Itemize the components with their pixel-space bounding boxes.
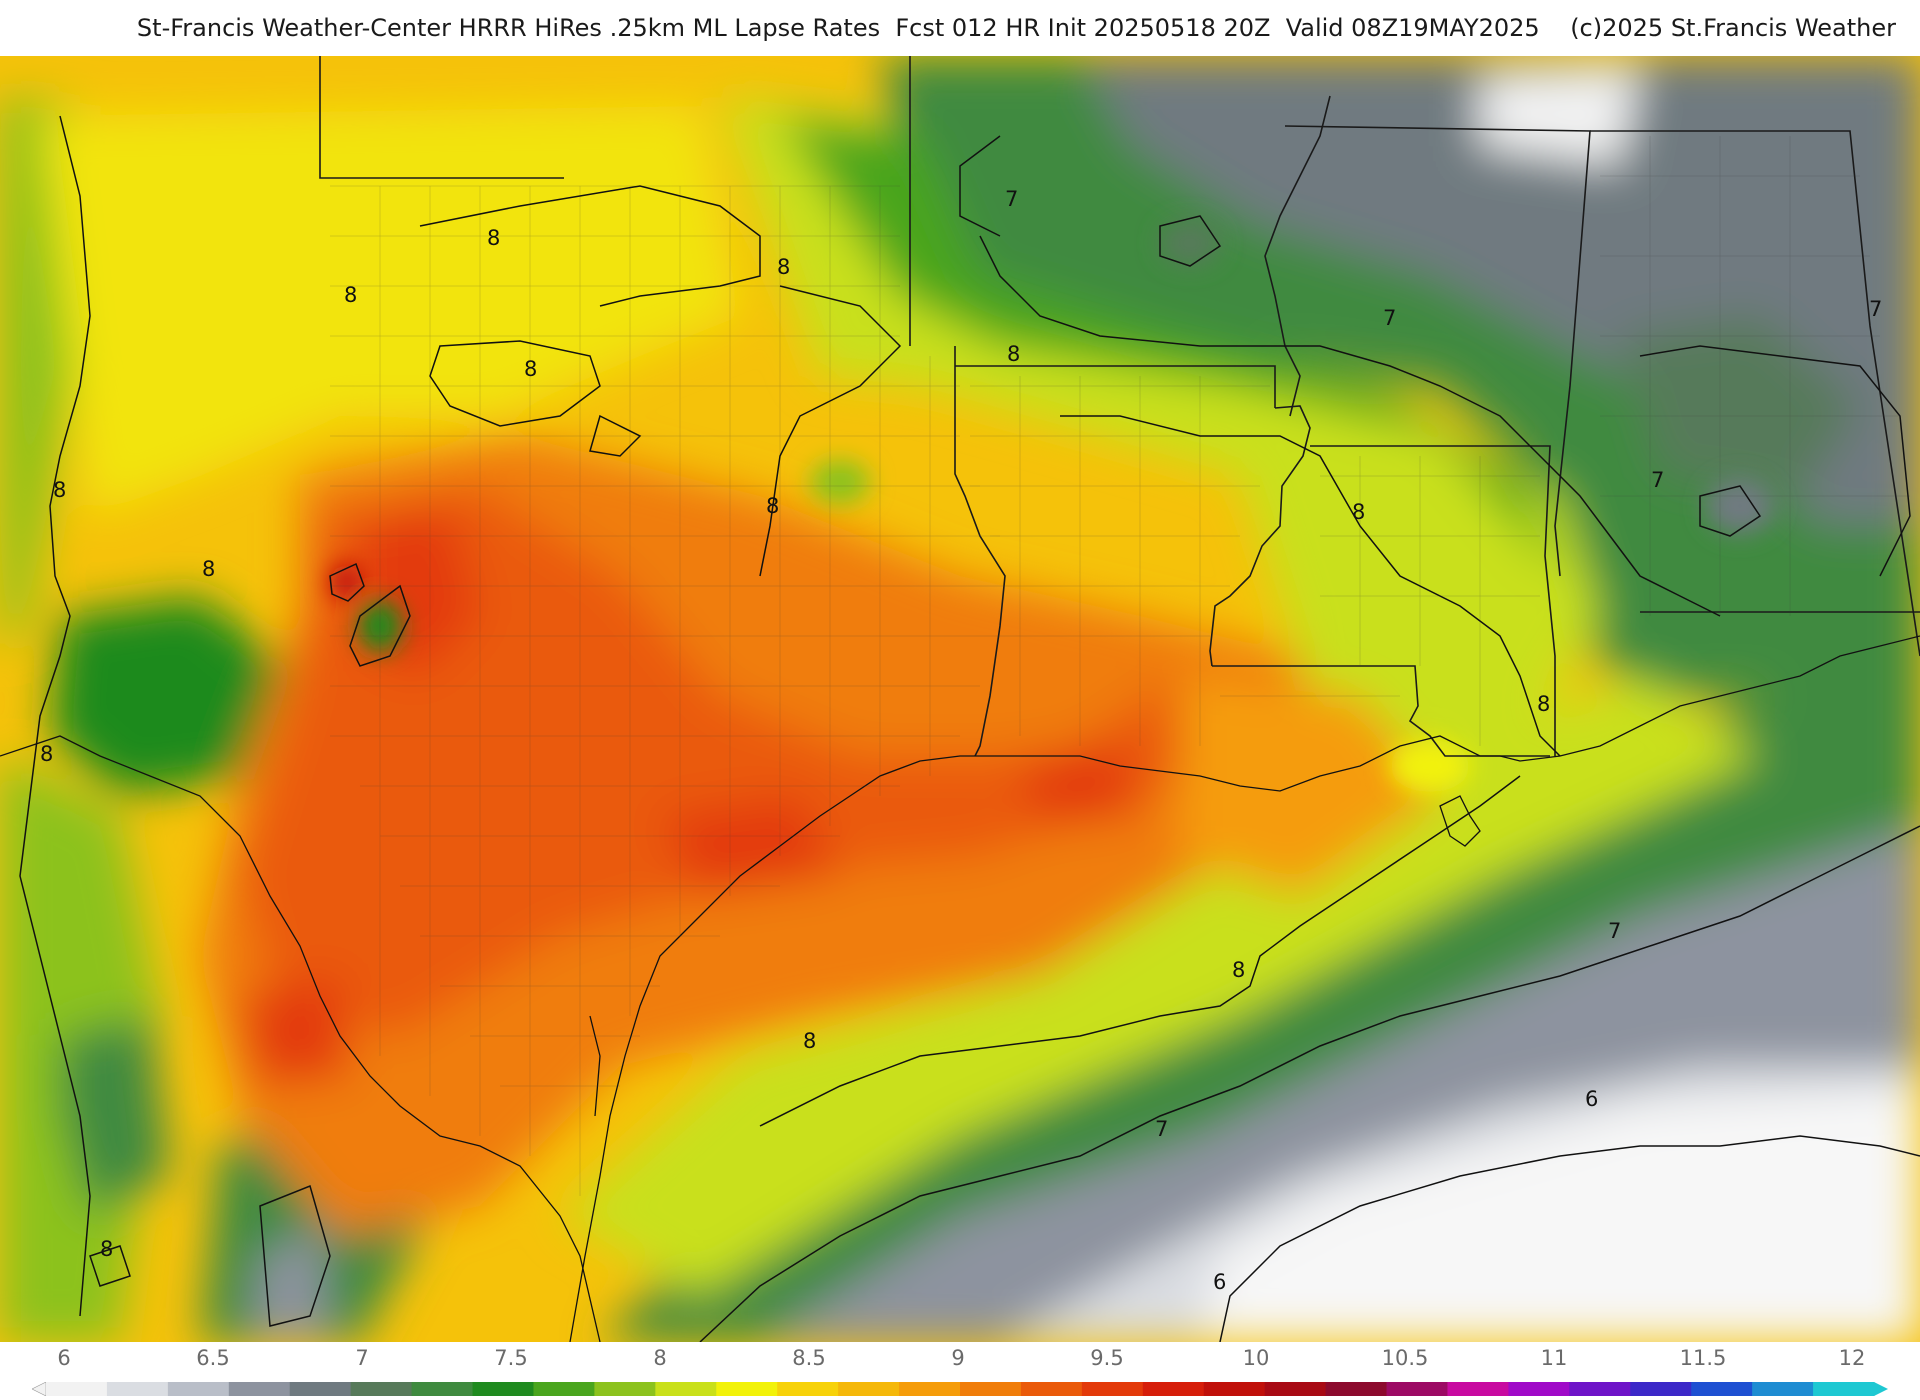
contour-8-loop [429,340,601,427]
contour-8-north [419,185,761,307]
colorbar-swatch [838,1382,900,1396]
contour-7-south [699,825,1920,1342]
colorbar-swatch [1691,1382,1753,1396]
contour-label: 8 [1007,342,1020,366]
legend-tick: 12 [1838,1346,1866,1370]
contour-label: 7 [1383,306,1396,330]
colorbar-swatch [472,1382,534,1396]
contour-label: 8 [344,283,357,307]
legend-tick: 7.5 [494,1346,528,1370]
contour-label: 8 [803,1029,816,1053]
colorbar-swatch [1447,1382,1509,1396]
contour-label: 7 [1005,187,1018,211]
colorbar-swatch [46,1382,108,1396]
contour-label: 8 [524,357,537,381]
colorbar-swatch [1813,1382,1875,1396]
colorbar-swatch [1508,1382,1570,1396]
contour-7-north [979,235,1721,617]
colorbar-swatch [777,1382,839,1396]
contour-8-east [1060,415,1561,757]
colorbar-swatch [289,1382,352,1396]
colorbar-swatch [411,1382,474,1396]
colorbar-swatch [1081,1382,1144,1396]
shaded-field [0,56,1920,1342]
colorbar-swatch [1386,1382,1448,1396]
colorbar-swatch [167,1382,230,1396]
lapse-rate-map[interactable]: 8 8 8 8 8 8 8 8 8 8 8 8 8 8 7 7 7 7 7 7 … [0,56,1920,1342]
colorbar-swatch [350,1382,413,1396]
contour-label: 8 [1232,958,1245,982]
contour-8-west [19,115,91,1317]
contour-label: 8 [777,255,790,279]
colorbar-swatch [1630,1382,1692,1396]
title-bar: St-Francis Weather-Center HRRR HiRes .25… [0,0,1920,56]
legend-tick: 6.5 [196,1346,230,1370]
colorbar-swatch [1142,1382,1205,1396]
colorbar-arrow-high [1874,1382,1888,1396]
contour-label: 6 [1213,1270,1226,1294]
contour-8-south [759,775,1521,1127]
contour-label: 8 [766,494,779,518]
colorbar-swatch [1020,1382,1083,1396]
county-lines [330,136,1910,1196]
legend-tick: 9 [951,1346,965,1370]
legend-tick: 8 [653,1346,667,1370]
colorbar-swatch [106,1382,169,1396]
legend-tick: 11.5 [1679,1346,1727,1370]
contour-label: 8 [487,226,500,250]
colorbar-swatch [1325,1382,1388,1396]
colorbar-swatch [960,1382,1022,1396]
map-title: St-Francis Weather-Center HRRR HiRes .25… [136,14,1896,42]
colorbar-swatch [594,1382,656,1396]
colorbar-swatch [1203,1382,1266,1396]
legend-tick: 11 [1540,1346,1568,1370]
contour-label: 7 [1651,468,1664,492]
colorbar-swatch [1752,1382,1814,1396]
contour-label: 8 [53,478,66,502]
coastline [0,635,1920,1342]
state-borders [319,56,1920,757]
legend-tick: 8.5 [792,1346,826,1370]
colorbar-swatch [533,1382,595,1396]
map-panel[interactable]: 8 8 8 8 8 8 8 8 8 8 8 8 8 8 7 7 7 7 7 7 … [0,56,1920,1342]
legend-tick: 6 [57,1346,71,1370]
contour-label: 8 [1537,692,1550,716]
colorbar-arrow-low [32,1382,47,1396]
contour-label-group: 8 8 8 8 8 8 8 8 8 8 8 8 8 8 7 7 7 7 7 7 … [40,187,1882,1294]
colorbar-swatch [1264,1382,1327,1396]
field-details [330,221,1774,792]
colorbar-swatch [228,1382,291,1396]
contour-lines [19,115,1920,1342]
contour-6-south [1219,1135,1920,1342]
contour-label: 8 [100,1237,113,1261]
contour-label: 8 [202,557,215,581]
contour-label: 7 [1608,919,1621,943]
colorbar-swatch [899,1382,961,1396]
contour-label: 6 [1585,1087,1598,1111]
legend-tick: 10 [1242,1346,1270,1370]
colorbar [32,1382,1888,1396]
contour-label: 8 [1352,500,1365,524]
legend-tick: 9.5 [1090,1346,1124,1370]
colorbar-swatch [655,1382,717,1396]
legend-tick: 10.5 [1381,1346,1429,1370]
color-legend: 6 6.5 7 7.5 8 8.5 9 9.5 10 10.5 11 11.5 … [0,1342,1920,1400]
colorbar-swatch [1569,1382,1631,1396]
colorbar-swatch [716,1382,778,1396]
contour-label: 7 [1869,297,1882,321]
contour-label: 8 [40,742,53,766]
contour-label: 7 [1155,1117,1168,1141]
legend-tick: 7 [355,1346,369,1370]
